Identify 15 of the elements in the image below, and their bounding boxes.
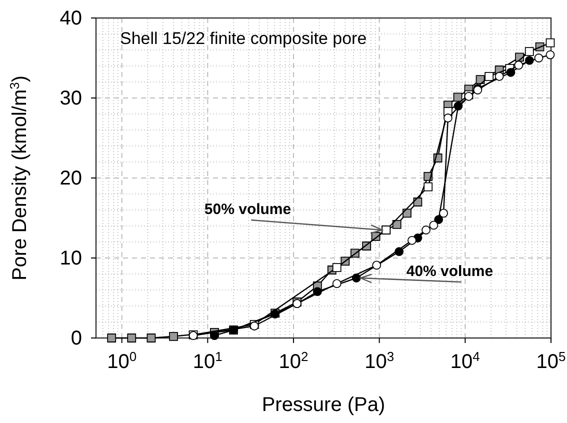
y-tick-label: 40 (60, 7, 82, 30)
y-tick-label: 20 (60, 167, 82, 190)
y-tick-label: 0 (70, 327, 82, 350)
x-tick-label: 10$^{1}$ (192, 348, 222, 373)
text: Shell 15/22 finite composite pore (120, 29, 367, 48)
x-tick-label: 10$^{2}$ (278, 348, 308, 373)
x-tick-label: 10$^{5}$ (536, 348, 566, 373)
x-tick-label: 10$^{0}$ (107, 348, 137, 373)
x-axis-title: Pressure (Pa) (262, 394, 386, 416)
x-tick-label: 10$^{3}$ (364, 348, 394, 373)
x-tick-label: 10$^{4}$ (450, 348, 480, 373)
annotation: 50% volume (204, 201, 292, 218)
y-tick-label: 10 (60, 247, 82, 270)
annotation: 40% volume (406, 263, 494, 280)
y-tick-label: 30 (60, 87, 82, 110)
